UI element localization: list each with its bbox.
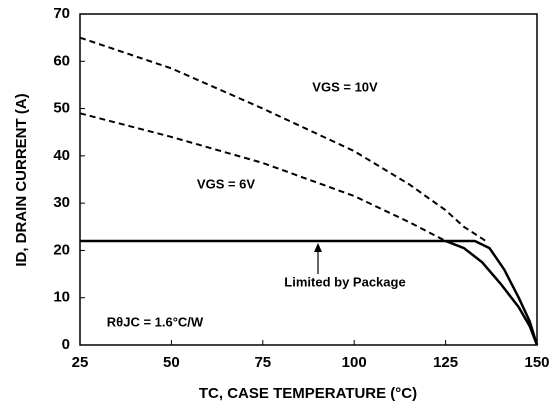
y-axis-title: ID, DRAIN CURRENT (A) <box>13 93 30 266</box>
dashed-line <box>79 112 447 242</box>
x-tick-label: 25 <box>72 354 89 371</box>
y-tick-label: 60 <box>53 52 70 69</box>
x-tick-label: 100 <box>342 354 367 371</box>
x-axis-title: TC, CASE TEMPERATURE (°C) <box>199 385 417 402</box>
series-label: VGS = 6V <box>197 176 255 191</box>
series-label: VGS = 10V <box>312 79 378 94</box>
dashed-line <box>79 36 487 242</box>
solid-line <box>445 239 539 346</box>
y-tick-label: 70 <box>53 5 70 22</box>
arrow-head <box>314 243 322 252</box>
y-tick-label: 20 <box>53 241 70 258</box>
annotation: RθJC = 1.6°C/W <box>107 314 204 329</box>
annotation: Limited by Package <box>284 274 405 289</box>
x-tick-label: 125 <box>433 354 458 371</box>
x-tick-label: 50 <box>163 354 180 371</box>
y-tick-label: 30 <box>53 194 70 211</box>
x-tick-label: 75 <box>254 354 271 371</box>
y-tick-label: 10 <box>53 289 70 306</box>
y-tick-label: 40 <box>53 147 70 164</box>
solid-line <box>80 239 539 346</box>
x-tick-label: 150 <box>524 354 549 371</box>
y-tick-label: 0 <box>62 336 70 353</box>
plot-frame <box>79 13 538 346</box>
y-tick-label: 50 <box>53 100 70 117</box>
